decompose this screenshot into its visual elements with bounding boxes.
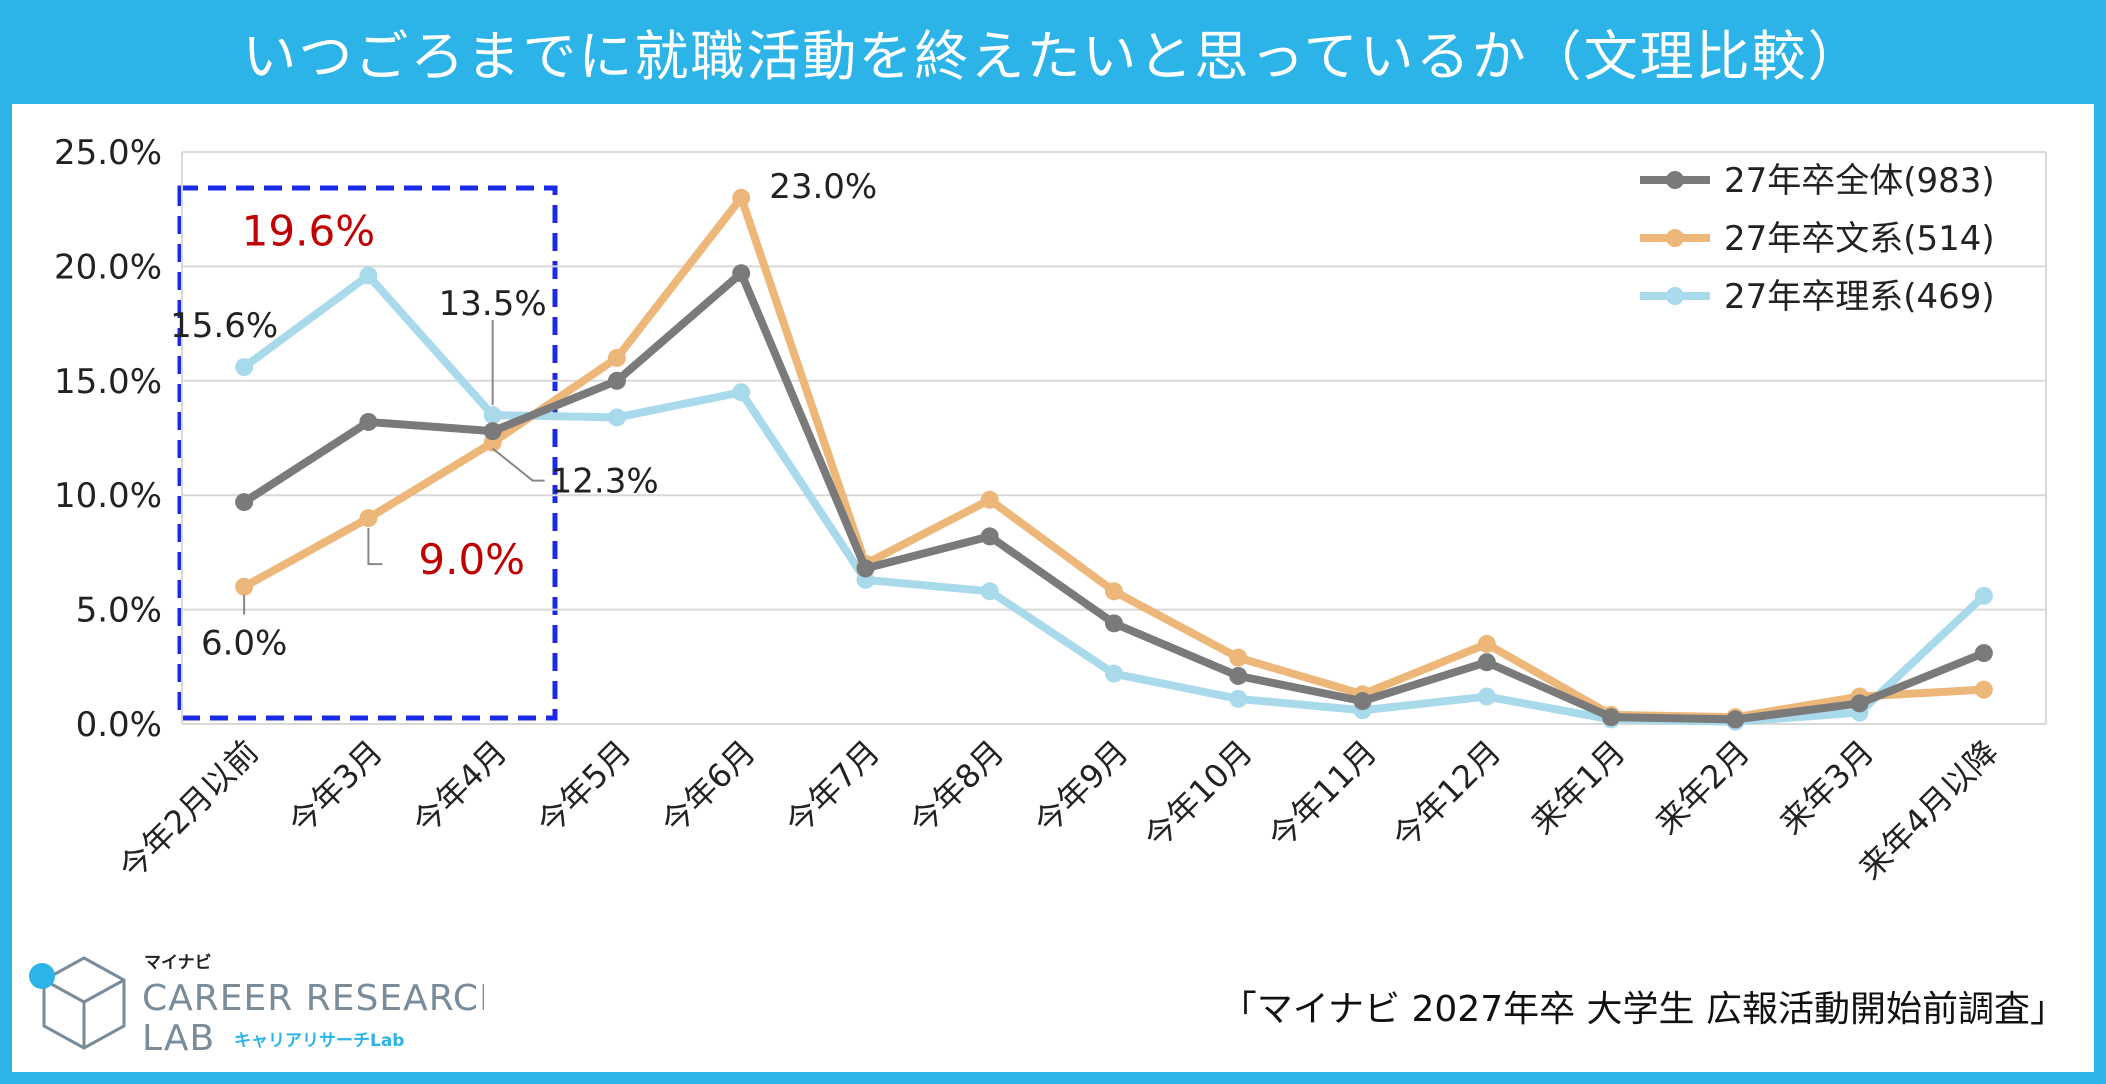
x-tick-label: 来年2月 [1648, 733, 1757, 842]
data-point-bunkei [235, 577, 254, 596]
cube-logo-icon [29, 956, 126, 1050]
data-label: 12.3% [551, 462, 659, 502]
data-point-bunkei [1477, 634, 1496, 653]
x-tick-label: 今年10月 [1136, 733, 1260, 857]
brand-line1: CAREER RESEARCH [142, 978, 484, 1019]
legend-label-all: 27年卒全体(983) [1724, 161, 1995, 201]
data-point-all [1602, 708, 1621, 727]
data-point-rikei [1105, 664, 1123, 683]
x-tick-label: 今年11月 [1261, 733, 1385, 857]
data-point-rikei [235, 358, 254, 377]
data-point-all [235, 493, 254, 512]
y-tick-label: 25.0% [54, 133, 162, 173]
data-label: 9.0% [418, 535, 525, 584]
data-point-rikei [1477, 687, 1496, 706]
brand-line2: LAB [142, 1018, 215, 1059]
x-tick-label: 今年12月 [1385, 733, 1509, 857]
x-tick-label: 今年5月 [529, 733, 638, 842]
x-tick-label: 今年2月以前 [111, 733, 265, 887]
data-point-all [1477, 653, 1496, 672]
series-line-rikei [241, 271, 1987, 726]
y-tick-label: 20.0% [54, 247, 162, 287]
data-point-bunkei [732, 188, 751, 207]
y-tick-label: 5.0% [76, 591, 162, 631]
data-point-rikei [980, 582, 999, 601]
data-point-all [1353, 692, 1372, 711]
legend-marker-rikei [1666, 287, 1684, 305]
data-point-bunkei [359, 509, 378, 528]
leader-line [367, 528, 383, 566]
data-point-all [856, 559, 875, 578]
y-tick-label: 10.0% [54, 476, 162, 516]
brand-small: マイナビ [144, 953, 212, 973]
data-point-bunkei [1229, 648, 1248, 667]
data-point-rikei [607, 408, 626, 427]
source-citation: 「マイナビ 2027年卒 大学生 広報活動開始前調査」 [1220, 989, 2066, 1030]
annotations: 15.6% 19.6% 13.5% 6.0% 9.0% 12.3% 23.0% [170, 167, 877, 664]
data-point-all [483, 422, 502, 441]
highlight-box [177, 185, 558, 721]
data-point-all [1229, 666, 1248, 685]
legend-label-rikei: 27年卒理系(469) [1724, 277, 1995, 317]
data-point-rikei [359, 266, 378, 285]
x-tick-label: 今年9月 [1026, 733, 1135, 842]
x-tick-label: 今年6月 [654, 733, 763, 842]
annotation-leaders [243, 320, 545, 615]
series-line-all [241, 269, 1986, 724]
data-point-bunkei [1974, 680, 1993, 699]
chart-title: いつごろまでに就職活動を終えたいと思っているか（文理比較） [242, 24, 1864, 88]
y-tick-label: 0.0% [76, 705, 162, 745]
legend-marker-all [1666, 171, 1684, 189]
data-point-all [1850, 694, 1869, 713]
data-label: 15.6% [170, 306, 278, 346]
data-point-rikei [483, 406, 502, 425]
legend: 27年卒全体(983) 27年卒文系(514) 27年卒理系(469) [1640, 161, 1995, 317]
data-point-all [980, 527, 999, 546]
chart-panel [12, 104, 2094, 1072]
brand-sub: キャリアリサーチLab [234, 1031, 404, 1051]
data-label: 13.5% [439, 284, 547, 324]
data-point-rikei [1229, 689, 1248, 708]
x-tick-label: 今年4月 [405, 733, 514, 842]
x-tick-label: 来年3月 [1772, 733, 1881, 842]
data-point-bunkei [980, 490, 999, 509]
data-label: 19.6% [242, 207, 375, 256]
data-label: 6.0% [201, 624, 287, 664]
data-label: 23.0% [769, 167, 877, 207]
x-tick-label: 今年3月 [281, 733, 390, 842]
x-tick-label: 来年1月 [1524, 733, 1633, 842]
data-point-all [1974, 644, 1993, 663]
y-tick-label: 15.0% [54, 362, 162, 402]
legend-marker-bunkei [1666, 229, 1684, 247]
data-point-all [1105, 614, 1123, 633]
series-group [235, 188, 1993, 731]
data-point-bunkei [607, 348, 626, 367]
data-point-bunkei [1105, 582, 1123, 601]
y-axis-ticks: 0.0% 5.0% 10.0% 15.0% 20.0% 25.0% [54, 133, 162, 745]
data-point-all [1726, 710, 1745, 729]
career-research-lab-logo: マイナビ CAREER RESEARCH LAB キャリアリサーチLab [29, 953, 484, 1059]
data-point-all [607, 371, 626, 390]
x-axis-ticks: 今年2月以前 今年3月 今年4月 今年5月 今年6月 今年7月 今年8月 今年9月 今年10月今… [111, 733, 2005, 887]
leader-line [492, 447, 545, 482]
data-point-rikei [732, 383, 751, 402]
x-tick-label: 今年8月 [902, 733, 1011, 842]
data-point-all [359, 412, 378, 431]
legend-label-bunkei: 27年卒文系(514) [1724, 219, 1995, 259]
data-point-rikei [1974, 586, 1993, 605]
x-tick-label: 今年7月 [778, 733, 887, 842]
data-point-all [732, 264, 751, 283]
